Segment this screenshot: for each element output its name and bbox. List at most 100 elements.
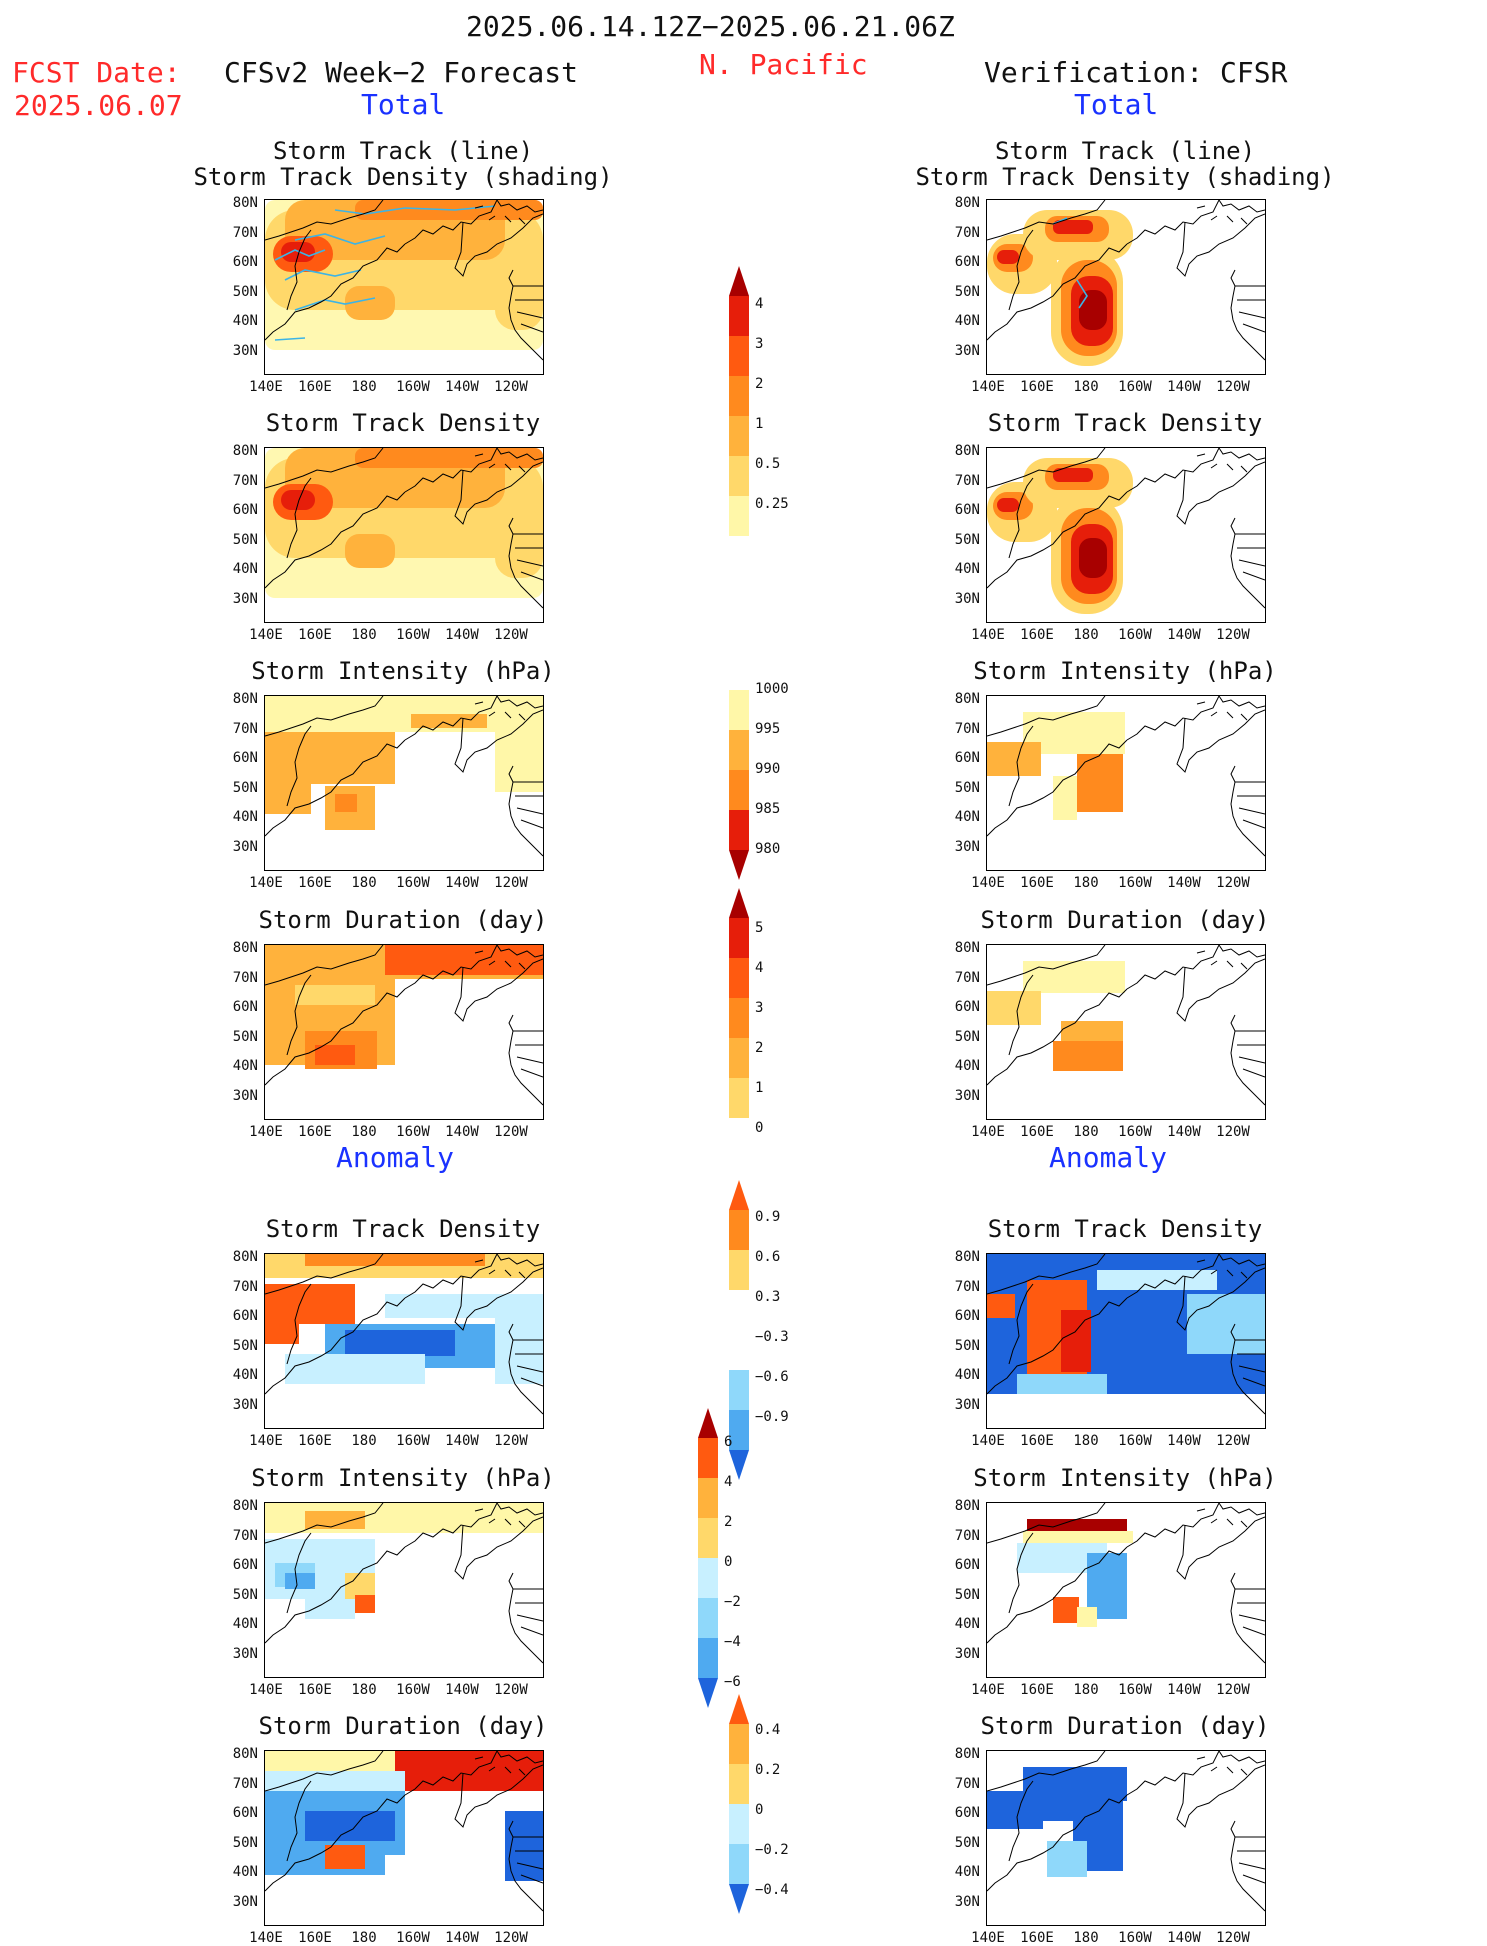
intensity-anomaly-verification-title: Storm Intensity (hPa) xyxy=(973,1464,1277,1492)
intensity-total-forecast-coastline-0 xyxy=(404,696,498,741)
intensity-anomaly-forecast-coastline-0 xyxy=(404,1503,498,1548)
track-density-total-forecast-heatmap xyxy=(265,200,543,361)
intensity-anomaly-forecast-coastline-2 xyxy=(286,1532,312,1614)
intensity-anomaly-verification-map xyxy=(986,1502,1266,1678)
intensity-total-forecast-lat-tick: 30N xyxy=(232,838,258,855)
track-density-total-2-forecast-lon-tick: 140E xyxy=(249,627,283,643)
duration-total-verification-title: Storm Duration (day) xyxy=(980,906,1270,934)
colorbar-intensity_total-swatch-0 xyxy=(729,690,749,730)
density-anomaly-verification-lat-tick: 60N xyxy=(954,1308,980,1324)
intensity-anomaly-forecast-lon-tick: 140E xyxy=(249,1682,283,1698)
intensity-anomaly-verification-coastline-8 xyxy=(1196,1508,1248,1528)
track-density-total-2-verification-coastline-0 xyxy=(1126,448,1220,493)
duration-total-forecast-lat-tick: 50N xyxy=(232,1028,258,1045)
track-density-total-verification-coastline-1 xyxy=(987,243,1128,341)
intensity-total-verification-lon-tick: 140E xyxy=(971,875,1005,891)
track-density-total-2-forecast-lon-tick: 120W xyxy=(494,627,528,643)
fcst-date: 2025.06.07 xyxy=(14,89,183,122)
track-density-total-2-forecast-coastline-2 xyxy=(286,477,312,559)
intensity-anomaly-forecast-lon-tick: 160W xyxy=(396,1682,430,1698)
colorbar-duration_total-label: 5 xyxy=(755,920,764,936)
intensity-total-forecast-coastline-1 xyxy=(265,739,406,837)
track-density-total-2-verification-coastline-8 xyxy=(1196,453,1248,473)
intensity-total-forecast-cell-6 xyxy=(495,732,543,792)
colorbar-duration_anom-label: 0.2 xyxy=(755,1762,781,1778)
track-density-total-2-verification-lat-tick: 40N xyxy=(954,561,980,577)
duration-total-verification-lon-tick: 160W xyxy=(1118,1124,1152,1140)
intensity-anomaly-forecast-coastline-8 xyxy=(474,1508,526,1528)
intensity-anomaly-verification-heatmap xyxy=(987,1503,1265,1664)
track-density-total-2-verification-lat-tick: 80N xyxy=(954,443,980,459)
duration-total-forecast-coastline-5 xyxy=(508,1014,543,1106)
duration-total-verification-cell-1 xyxy=(987,991,1041,1025)
duration-total-verification-map xyxy=(986,944,1266,1120)
colorbar-density_total-swatch-3 xyxy=(729,416,749,456)
colorbar-duration_total-label: 0 xyxy=(755,1120,764,1136)
duration-anomaly-verification-coastline-6 xyxy=(1235,1836,1265,1884)
intensity-total-verification-cell-3 xyxy=(1077,754,1123,812)
duration-anomaly-verification-cell-3 xyxy=(1047,1841,1087,1877)
density-anomaly-forecast-coastline-1 xyxy=(265,1297,406,1395)
colorbar-density_total-label: 0.25 xyxy=(755,496,789,512)
track-density-total-forecast-coastline-1 xyxy=(265,243,406,341)
intensity-total-verification-coastline-2 xyxy=(1008,725,1034,807)
intensity-anomaly-verification-coastline-3 xyxy=(987,1503,1106,1544)
duration-total-forecast-cell-6 xyxy=(395,979,543,1119)
density-anomaly-forecast-coastline-2 xyxy=(286,1283,312,1365)
colorbar-density_anom-label: −0.9 xyxy=(755,1409,789,1425)
intensity-total-forecast-cell-0 xyxy=(265,696,543,732)
duration-anomaly-verification-title: Storm Duration (day) xyxy=(980,1712,1270,1740)
duration-total-verification-lon-tick: 160E xyxy=(1020,1124,1054,1140)
track-density-total-forecast-lon-tick: 160E xyxy=(298,379,332,395)
duration-total-verification-coastline-6 xyxy=(1235,1030,1265,1078)
duration-anomaly-verification-lon-tick: 160E xyxy=(1020,1930,1054,1946)
intensity-total-forecast-lon-tick: 140W xyxy=(445,875,479,891)
track-density-total-verification-coastline-4 xyxy=(1176,213,1265,277)
intensity-anomaly-verification-lat-tick: 60N xyxy=(954,1557,980,1573)
track-density-total-2-forecast-map xyxy=(264,447,544,623)
duration-total-verification-lon-tick: 140W xyxy=(1167,1124,1201,1140)
track-density-total-2-verification-lon-tick: 160E xyxy=(1020,627,1054,643)
duration-total-forecast-cell-2 xyxy=(295,985,375,1005)
colorbar-density_total-swatch-1 xyxy=(729,336,749,376)
track-density-total-2-forecast-coastline-1 xyxy=(265,491,406,589)
density-anomaly-forecast-coastline-4 xyxy=(454,1267,543,1331)
density-anomaly-verification-lat-tick: 70N xyxy=(954,1278,980,1295)
density-anomaly-forecast-cell-8 xyxy=(495,1294,543,1384)
track-density-total-2-forecast-lon-tick: 160W xyxy=(396,627,430,643)
duration-total-verification-heatmap xyxy=(987,945,1265,1106)
density-anomaly-verification-title: Storm Track Density xyxy=(987,1215,1263,1243)
colorbar-duration_anom-arrow-top xyxy=(729,1694,749,1724)
intensity-anomaly-verification-lat-tick: 50N xyxy=(954,1586,980,1603)
colorbar-duration_anom-label: −0.2 xyxy=(755,1842,789,1858)
duration-anomaly-forecast-map xyxy=(264,1750,544,1926)
density-anomaly-forecast-coastline-8 xyxy=(474,1259,526,1279)
intensity-total-forecast-coastline-6 xyxy=(513,781,543,829)
intensity-total-verification-lon-tick: 120W xyxy=(1216,875,1250,891)
duration-anomaly-forecast-coastline-3 xyxy=(265,1751,384,1792)
track-density-total-forecast-cell-6 xyxy=(345,286,395,320)
colorbar-intensity_anom-swatch-3 xyxy=(698,1558,718,1598)
track-density-total-verification-cell-9 xyxy=(1079,290,1107,330)
duration-anomaly-forecast-coastline-4 xyxy=(454,1764,543,1828)
intensity-anomaly-forecast-coastline-5 xyxy=(508,1572,543,1664)
track-density-total-2-forecast-heatmap xyxy=(265,448,543,609)
intensity-total-forecast-cell-2 xyxy=(265,784,311,814)
colorbar-density_anom-swatch-2 xyxy=(729,1290,749,1330)
track-density-total-forecast-lon-tick: 140W xyxy=(445,379,479,395)
duration-anomaly-verification-lat-tick: 80N xyxy=(954,1746,980,1762)
colorbar-intensity_total-arrow-bottom xyxy=(729,850,749,880)
track-density-total-2-verification-lat-tick: 60N xyxy=(954,502,980,518)
track-density-total-2-verification-coastline-6 xyxy=(1235,533,1265,581)
intensity-total-verification-cell-1 xyxy=(987,742,1041,776)
colorbar-intensity_anom xyxy=(698,1408,718,1708)
density-anomaly-verification-cell-5 xyxy=(1097,1270,1217,1290)
track-density-total-verification-lon-tick: 180 xyxy=(1073,379,1099,395)
density-anomaly-forecast-coastline-0 xyxy=(404,1254,498,1299)
intensity-total-forecast-lon-tick: 180 xyxy=(351,875,377,891)
colorbar-duration_anom-label: 0 xyxy=(755,1802,764,1818)
duration-anomaly-verification-heatmap xyxy=(987,1751,1265,1912)
intensity-anomaly-forecast-lat-tick: 40N xyxy=(232,1616,258,1632)
intensity-anomaly-verification-lat-tick: 30N xyxy=(954,1645,980,1662)
track-density-total-2-forecast-coastline-5 xyxy=(508,517,543,609)
